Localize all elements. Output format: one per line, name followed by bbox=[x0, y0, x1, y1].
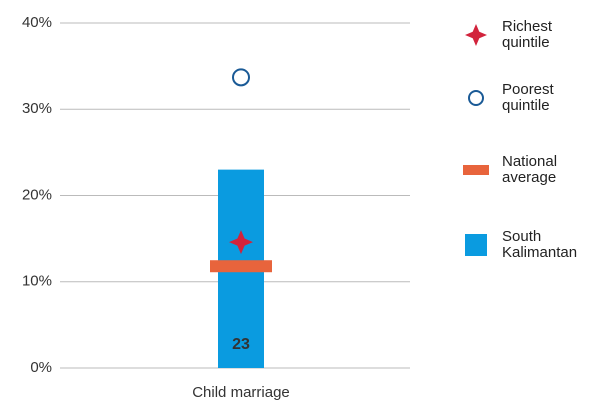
y-tick-label: 10% bbox=[22, 273, 52, 290]
legend-label: Poorest quintile bbox=[502, 81, 554, 114]
y-tick-label: 30% bbox=[22, 100, 52, 117]
y-tick-label: 20% bbox=[22, 186, 52, 203]
y-tick-label: 40% bbox=[22, 14, 52, 31]
legend-label: National average bbox=[502, 153, 558, 186]
legend-label: Richest quintile bbox=[502, 18, 553, 51]
legend-marker bbox=[463, 165, 489, 175]
richest-marker bbox=[229, 230, 253, 255]
bar-value-label: 23 bbox=[232, 336, 250, 353]
poorest-marker bbox=[232, 68, 250, 87]
national-marker bbox=[210, 260, 272, 273]
richest-marker bbox=[465, 24, 487, 46]
legend-marker bbox=[468, 90, 484, 106]
legend-marker bbox=[465, 234, 487, 256]
x-tick-label: Child marriage bbox=[192, 384, 290, 401]
y-tick-label: 0% bbox=[30, 359, 52, 376]
legend-label: South Kalimantan bbox=[502, 228, 578, 261]
